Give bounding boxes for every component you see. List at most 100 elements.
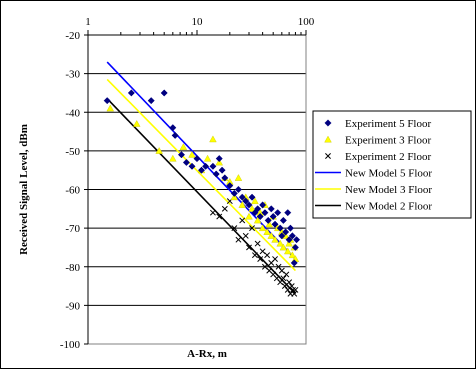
data-point xyxy=(253,216,262,224)
data-point xyxy=(269,212,277,221)
gridlines xyxy=(88,34,306,345)
legend-item: New Model 3 Floor xyxy=(315,184,432,196)
series-new-model-3-floor xyxy=(106,78,297,272)
data-point xyxy=(279,243,288,251)
legend-box xyxy=(312,110,472,219)
data-point xyxy=(282,228,290,236)
legend: Experiment 5 Floor Experiment 3 Floor Expe… xyxy=(312,110,472,219)
legend-item: Experiment 2 Floor xyxy=(325,151,431,163)
data-point xyxy=(209,162,217,170)
data-point xyxy=(103,97,111,105)
series-new-model-2-floor xyxy=(106,98,297,295)
data-point xyxy=(242,197,250,205)
data-point xyxy=(188,162,196,170)
data-point xyxy=(177,151,186,159)
data-point xyxy=(147,97,155,105)
data-point xyxy=(238,193,246,201)
x-tick-label: 100 xyxy=(298,16,315,28)
data-point xyxy=(258,224,267,232)
y-tick-label: -60 xyxy=(65,185,80,197)
data-point xyxy=(276,239,284,247)
data-point xyxy=(216,213,223,220)
data-point xyxy=(283,271,290,278)
data-point xyxy=(285,236,293,244)
data-point xyxy=(155,147,163,154)
data-point xyxy=(202,162,210,170)
series-line xyxy=(106,61,297,260)
y-tick-label: -30 xyxy=(65,69,80,81)
legend-label: Experiment 3 Floor xyxy=(345,135,431,147)
data-point xyxy=(256,212,264,221)
x-axis-label: A-Rx, m xyxy=(187,348,227,360)
data-point xyxy=(215,155,223,163)
data-point xyxy=(106,104,114,112)
data-point xyxy=(179,143,188,150)
data-point xyxy=(197,166,206,174)
legend-swatch xyxy=(324,135,332,143)
y-axis-label: Received Signal Level, dBm xyxy=(18,124,30,255)
data-point xyxy=(251,252,258,259)
tick-labels: -20 -30 -40 -50 -60 -70 -80 -90 -100 1 10 100 xyxy=(60,16,315,351)
data-point xyxy=(278,232,286,240)
data-point xyxy=(230,189,238,197)
data-point xyxy=(221,205,228,212)
data-point xyxy=(271,220,279,228)
data-point xyxy=(272,256,278,262)
data-point xyxy=(259,201,267,209)
series-layer xyxy=(103,61,301,297)
data-point xyxy=(286,279,293,286)
series-line xyxy=(106,78,297,272)
data-point xyxy=(292,286,299,293)
data-point xyxy=(257,256,264,262)
data-point xyxy=(193,155,201,163)
data-point xyxy=(234,185,242,194)
data-point xyxy=(288,251,297,259)
data-point xyxy=(288,232,296,240)
data-point xyxy=(133,120,141,127)
data-point xyxy=(221,174,229,182)
legend-swatch xyxy=(324,119,332,127)
data-point xyxy=(249,225,256,232)
data-point xyxy=(267,205,275,213)
data-point xyxy=(234,174,243,181)
data-point xyxy=(293,236,301,244)
data-point xyxy=(127,89,135,97)
x-tick-label: 10 xyxy=(192,16,204,28)
data-point xyxy=(290,259,298,267)
data-point xyxy=(265,220,273,228)
data-point xyxy=(254,205,262,213)
legend-item: Experiment 3 Floor xyxy=(324,135,431,147)
legend-item: Experiment 5 Floor xyxy=(324,118,431,130)
data-point xyxy=(212,170,220,178)
y-tick-label: -70 xyxy=(65,223,80,235)
data-point xyxy=(160,89,168,97)
legend-item: New Model 2 Floor xyxy=(315,201,432,213)
data-point xyxy=(226,182,234,190)
data-point xyxy=(245,212,253,220)
data-point xyxy=(239,217,246,224)
data-point xyxy=(248,193,256,201)
data-point xyxy=(169,154,177,162)
data-point xyxy=(209,135,217,143)
data-point xyxy=(280,275,287,282)
data-point xyxy=(290,286,296,293)
x-tick-label: 1 xyxy=(85,16,91,28)
data-point xyxy=(284,209,292,217)
series-experiment-2-floor xyxy=(209,198,299,297)
data-point xyxy=(279,216,287,224)
legend-label: Experiment 5 Floor xyxy=(345,118,431,130)
data-point xyxy=(286,224,295,232)
data-point xyxy=(242,232,249,239)
data-point xyxy=(267,232,275,239)
series-line xyxy=(106,98,297,295)
y-tick-label: -50 xyxy=(65,146,80,158)
data-point xyxy=(264,252,271,259)
legend-label: New Model 3 Floor xyxy=(345,184,432,196)
data-point xyxy=(209,209,216,216)
data-point xyxy=(248,205,256,212)
data-point xyxy=(261,209,269,217)
legend-label: New Model 5 Floor xyxy=(345,168,432,180)
data-point xyxy=(231,225,238,232)
